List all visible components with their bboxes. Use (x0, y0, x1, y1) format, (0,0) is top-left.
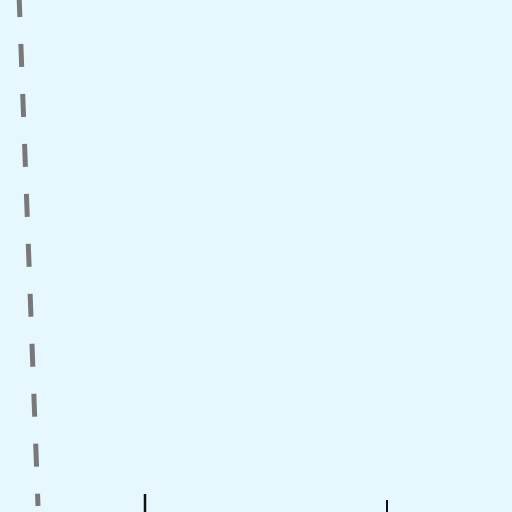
dashed-boundary-line (16, 0, 41, 507)
